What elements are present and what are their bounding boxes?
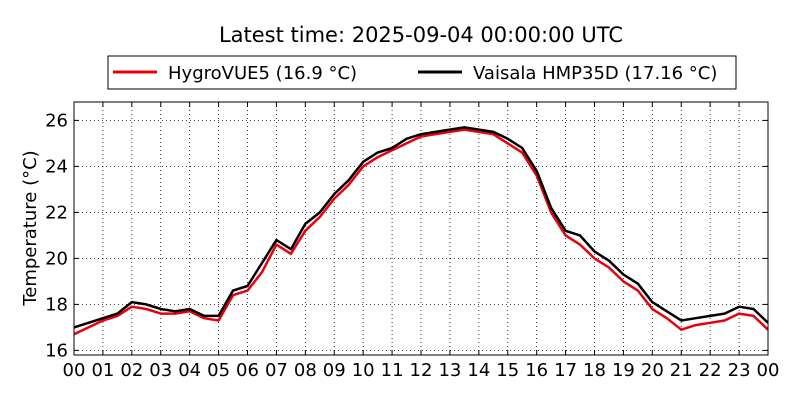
y-tick-label: 16 <box>45 340 68 361</box>
x-tick-label: 17 <box>554 360 577 381</box>
x-tick-label: 09 <box>323 360 346 381</box>
legend-label-vaisala: Vaisala HMP35D (17.16 °C) <box>473 63 717 84</box>
x-tick-label: 22 <box>699 360 722 381</box>
y-tick-label: 24 <box>45 156 68 177</box>
x-tick-label: 23 <box>728 360 751 381</box>
series-layer <box>73 126 769 336</box>
x-tick-label: 14 <box>467 360 490 381</box>
x-tick-label: 00 <box>757 360 780 381</box>
legend: HygroVUE5 (16.9 °C) Vaisala HMP35D (17.1… <box>107 55 737 90</box>
x-tick-label: 15 <box>496 360 519 381</box>
legend-label-hygrovue5: HygroVUE5 (16.9 °C) <box>168 63 357 84</box>
x-tick-label: 02 <box>120 360 143 381</box>
y-tick-label: 20 <box>45 248 68 269</box>
series-line-hygrovue5 <box>73 128 769 336</box>
x-tick-label: 10 <box>352 360 375 381</box>
x-tick-label: 08 <box>294 360 317 381</box>
x-tick-label: 19 <box>612 360 635 381</box>
x-tick-label: 00 <box>63 360 86 381</box>
series-line-vaisala <box>73 126 769 329</box>
x-tick-label: 04 <box>178 360 201 381</box>
x-tick-label: 13 <box>438 360 461 381</box>
y-tick-label: 22 <box>45 202 68 223</box>
x-axis: 00 01 02 03 04 05 06 07 08 09 10 11 12 13 14 15 16 17 18 19… <box>63 102 780 381</box>
x-tick-label: 21 <box>670 360 693 381</box>
y-tick-label: 18 <box>45 294 68 315</box>
y-axis-label: Temperature (°C) <box>20 150 41 306</box>
x-tick-label: 20 <box>641 360 664 381</box>
x-tick-label: 07 <box>265 360 288 381</box>
y-axis: 16 18 20 22 24 26 <box>45 110 768 361</box>
x-tick-label: 06 <box>236 360 259 381</box>
x-tick-label: 12 <box>410 360 433 381</box>
y-tick-label: 26 <box>45 110 68 131</box>
x-tick-label: 05 <box>207 360 230 381</box>
x-tick-label: 03 <box>149 360 172 381</box>
x-tick-label: 11 <box>381 360 404 381</box>
chart-title: Latest time: 2025-09-04 00:00:00 UTC <box>219 23 623 47</box>
x-tick-label: 01 <box>91 360 114 381</box>
x-tick-label: 16 <box>525 360 548 381</box>
x-tick-label: 18 <box>583 360 606 381</box>
